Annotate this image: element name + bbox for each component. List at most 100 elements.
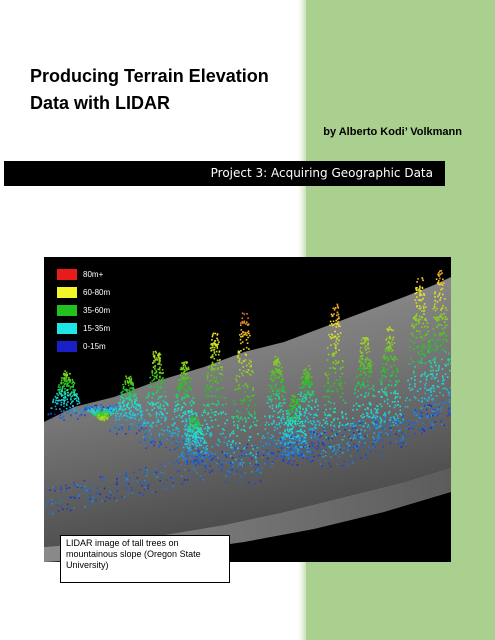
lidar-ground-point [215,458,217,461]
lidar-ground-point [67,503,69,505]
lidar-point [390,347,392,350]
lidar-point [188,415,191,417]
lidar-point [159,435,161,438]
lidar-point [60,381,62,384]
lidar-point [348,461,351,463]
lidar-point [223,452,226,454]
lidar-point [327,388,329,391]
lidar-point [420,299,422,302]
lidar-point [423,338,425,341]
lidar-point [190,419,192,421]
lidar-ground-point [439,402,441,404]
lidar-ground-point [251,457,253,460]
lidar-point [422,422,424,424]
lidar-point [368,403,371,405]
lidar-point [275,406,278,409]
lidar-point [67,385,70,387]
lidar-ground-point [130,489,133,491]
lidar-point [154,392,157,395]
lidar-point [71,401,73,403]
lidar-ground-point [440,407,442,409]
lidar-ground-point [398,434,400,437]
lidar-point [243,320,246,323]
lidar-point [74,410,76,413]
lidar-point [161,412,163,414]
lidar-point [265,421,268,424]
lidar-point [68,376,70,379]
lidar-point [298,454,301,456]
lidar-point [166,429,169,431]
lidar-ground-point [171,485,173,487]
lidar-point [110,414,112,416]
lidar-point [182,367,184,370]
lidar-point [63,410,65,412]
lidar-point [217,400,219,402]
lidar-point [194,441,196,443]
lidar-point [180,382,182,385]
lidar-point [279,388,281,390]
lidar-point [430,414,432,417]
lidar-point [416,346,419,349]
lidar-ground-point [274,440,276,442]
lidar-point [222,432,224,435]
lidar-point [50,417,53,420]
lidar-point [368,350,371,353]
lidar-point [121,427,123,430]
lidar-point [226,470,229,472]
lidar-point [397,438,399,441]
lidar-point [214,332,217,335]
lidar-point [335,379,338,381]
lidar-point [275,359,278,361]
lidar-point [131,382,134,384]
lidar-ground-point [358,431,360,433]
lidar-point [428,343,430,345]
lidar-point [123,414,125,417]
lidar-point [404,435,406,437]
lidar-point [271,398,273,401]
lidar-point [212,344,214,347]
lidar-point [326,390,329,393]
lidar-ground-point [395,418,397,420]
lidar-point [154,365,156,368]
lidar-point [212,382,214,384]
lidar-ground-point [334,426,336,428]
lidar-ground-point [425,422,428,424]
lidar-point [406,397,408,399]
lidar-point [134,403,137,405]
lidar-ground-point [368,429,371,431]
lidar-ground-point [99,493,101,495]
lidar-point [339,422,341,424]
lidar-point [191,451,193,454]
lidar-point [131,383,133,386]
lidar-point [385,350,387,353]
lidar-point [302,381,304,383]
lidar-point [330,323,333,325]
lidar-point [331,354,334,356]
lidar-point [367,447,369,450]
lidar-point [78,402,81,404]
lidar-point [47,413,50,416]
lidar-point [393,392,395,394]
lidar-point [402,438,404,440]
lidar-point [197,454,200,456]
lidar-point [330,333,333,336]
lidar-point [393,358,395,361]
lidar-point [232,432,235,435]
lidar-point [422,297,424,300]
lidar-point [143,419,146,422]
lidar-point [211,354,214,356]
lidar-point [127,381,129,383]
lidar-point [115,416,118,419]
lidar-ground-point [170,477,172,479]
lidar-point [130,382,132,385]
lidar-ground-point [255,464,257,466]
lidar-point [283,454,285,457]
lidar-point [121,424,123,426]
lidar-ground-point [335,451,337,453]
lidar-point [396,396,398,398]
lidar-point [271,422,273,425]
lidar-point [322,450,325,452]
lidar-point [362,363,365,365]
lidar-point [394,392,397,395]
lidar-point [423,318,426,321]
